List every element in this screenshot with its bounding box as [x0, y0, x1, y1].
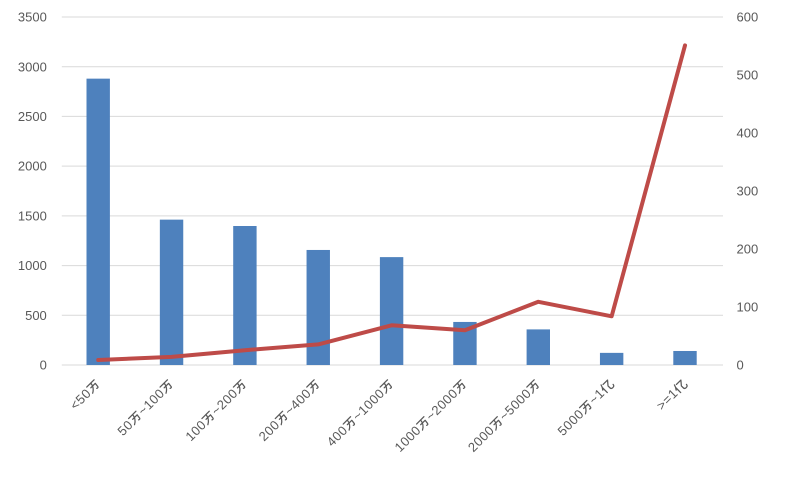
svg-text:2000: 2000	[18, 159, 47, 174]
svg-text:3000: 3000	[18, 59, 47, 74]
svg-text:500: 500	[25, 308, 47, 323]
svg-text:0: 0	[737, 358, 744, 373]
svg-text:100: 100	[737, 300, 759, 315]
svg-text:200: 200	[737, 242, 759, 257]
svg-text:600: 600	[737, 10, 759, 25]
svg-text:1000: 1000	[18, 258, 47, 273]
svg-text:400: 400	[737, 126, 759, 141]
svg-text:2500: 2500	[18, 109, 47, 124]
svg-text:0: 0	[40, 358, 47, 373]
svg-text:3500: 3500	[18, 10, 47, 25]
svg-text:500: 500	[737, 68, 759, 83]
svg-text:1500: 1500	[18, 208, 47, 223]
svg-text:300: 300	[737, 184, 759, 199]
